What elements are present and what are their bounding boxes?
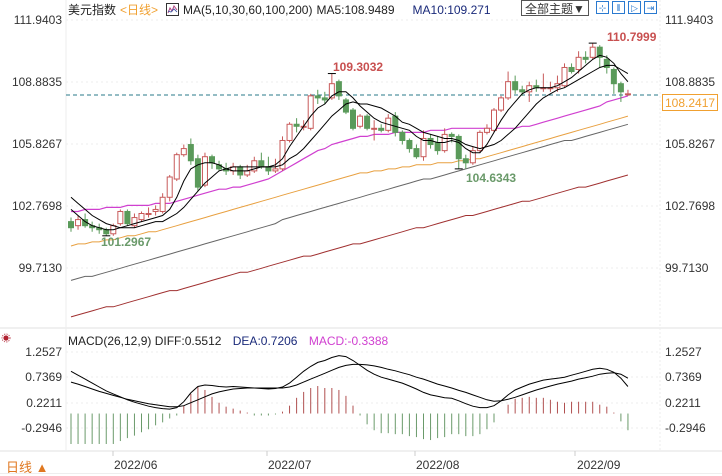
price-tick-right: 111.9403: [665, 13, 714, 27]
macd-tick-left: -0.2946: [21, 421, 62, 435]
macd-params-label: MACD(26,12,9): [68, 334, 152, 348]
price-tick-right: 99.7130: [665, 261, 709, 275]
instrument-title: 美元指数: [68, 3, 117, 17]
macd-tick-right: -0.2946: [665, 421, 706, 435]
zoom-in-icon[interactable]: ⫴: [612, 1, 625, 14]
date-tick: 2022/09: [577, 458, 621, 472]
macd-hist-value: MACD:-0.3388: [308, 334, 389, 348]
jump-end-icon[interactable]: ⇥: [644, 1, 657, 14]
indicator-settings-icon[interactable]: [0, 331, 12, 343]
ma10-value: MA10:109.271: [412, 2, 491, 17]
ma5-value: MA5:108.9489: [316, 2, 395, 17]
macd-tick-right: 0.2211: [665, 396, 701, 410]
theme-dropdown-button[interactable]: 全部主题▼: [521, 0, 589, 16]
low-annotation: 101.2967: [101, 235, 152, 249]
macd-legend: MACD(26,12,9) DIFF:0.5512 DEA:0.7206 MAC…: [68, 334, 388, 348]
price-tick-left: 102.7698: [11, 199, 62, 213]
low-annotation: 104.6343: [466, 171, 517, 185]
chart-legend: 美元指数 <日线> MA(5,10,30,60,100,200) MA5:108…: [68, 1, 491, 18]
date-tick: 2022/07: [268, 458, 312, 472]
price-tick-left: 108.8835: [11, 75, 62, 89]
macd-tick-left: 0.2211: [26, 396, 62, 410]
price-tick-right: 105.8267: [665, 137, 716, 151]
price-tick-right: 102.7698: [665, 199, 716, 213]
current-price-tag: 108.2417: [662, 94, 718, 111]
macd-diff-value: DIFF:0.5512: [154, 334, 222, 348]
macd-tick-left: 1.2527: [25, 345, 62, 359]
period-switch-button[interactable]: 日线 ▲: [6, 460, 49, 475]
price-tick-left: 111.9403: [13, 13, 62, 27]
macd-dea-value: DEA:0.7206: [232, 334, 298, 348]
macd-tick-right: 1.2527: [665, 345, 702, 359]
macd-tick-left: 0.7369: [25, 370, 62, 384]
crosshair-icon[interactable]: ⊹: [596, 1, 609, 14]
price-tick-left: 105.8267: [11, 137, 62, 151]
ma-params-label: MA(5,10,30,60,100,200): [183, 2, 313, 17]
date-tick: 2022/08: [416, 458, 460, 472]
ma-indicator-icon[interactable]: [166, 3, 180, 16]
date-tick: 2022/06: [114, 458, 158, 472]
high-annotation: 110.7999: [607, 30, 657, 44]
period-label[interactable]: <日线>: [120, 3, 159, 17]
price-tick-left: 99.7130: [18, 261, 62, 275]
price-tick-right: 108.8835: [665, 75, 716, 89]
high-annotation: 109.3032: [333, 60, 384, 74]
step-forward-icon[interactable]: ▷: [628, 1, 641, 14]
macd-tick-right: 0.7369: [665, 370, 702, 384]
